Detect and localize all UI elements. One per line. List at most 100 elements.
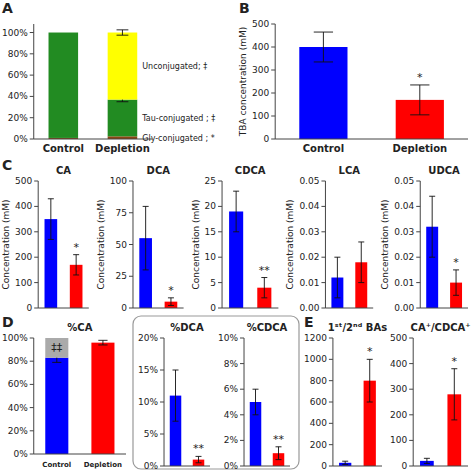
- y-tick: [218, 308, 222, 309]
- error-line: [236, 191, 237, 232]
- y-tick: [34, 231, 38, 232]
- error-cap: [334, 297, 340, 298]
- panel: 0%5%10%15%20%%DCA**: [138, 322, 210, 471]
- error-cap: [451, 368, 457, 369]
- y-tick-label: 0%: [13, 134, 28, 144]
- significance: **: [193, 442, 205, 455]
- error-cap: [48, 239, 54, 240]
- panel: 0.000.010.020.030.040.05LCAConcentration…: [285, 165, 373, 313]
- error-cap: [73, 254, 79, 255]
- y-tick: [409, 389, 413, 390]
- x-tick-label: Depletion: [84, 461, 122, 469]
- error-bar: [358, 242, 364, 283]
- marks: [420, 369, 461, 466]
- error-cap: [98, 344, 107, 345]
- y-tick-label: 500: [390, 333, 407, 343]
- y-tick-label: 400: [390, 359, 407, 369]
- series-label: Tau-conjugated ; ‡: [141, 114, 215, 123]
- y-tick-label: 0.04: [299, 201, 319, 211]
- error-cap: [429, 196, 435, 197]
- y-tick: [416, 257, 420, 258]
- title: CA: [56, 165, 71, 176]
- y-tick-label: 0: [121, 303, 127, 313]
- y-tick-label: 40%: [8, 91, 28, 101]
- error-bar: [48, 199, 54, 240]
- y-tick-label: 300: [252, 65, 269, 75]
- title: CDCA: [235, 165, 266, 176]
- error-cap: [233, 191, 239, 192]
- error-cap: [168, 297, 174, 298]
- y-tick: [329, 423, 333, 424]
- error-line: [175, 370, 176, 421]
- y-tick: [240, 363, 244, 364]
- x-tick-label: Depletion: [95, 143, 150, 154]
- marks: [49, 30, 138, 139]
- y-tick-label: 0.05: [394, 176, 414, 186]
- y-tick-label: 2%: [224, 435, 239, 445]
- error-cap: [334, 257, 340, 258]
- y-tick: [129, 244, 133, 245]
- y-tick: [129, 181, 133, 182]
- bar: [45, 338, 68, 358]
- error-cap: [342, 461, 348, 462]
- y-tick: [329, 338, 333, 339]
- error-bar: [342, 461, 348, 464]
- y-tick-label: 200: [310, 440, 327, 450]
- title: 1ˢᵗ/2ⁿᵈ BAs: [328, 322, 387, 333]
- y-tick-label: 1000: [304, 354, 327, 364]
- y-label: Concentration (mM): [1, 199, 11, 289]
- error-bar: [196, 456, 202, 462]
- y-tick: [409, 414, 413, 415]
- y-tick-label: 300: [390, 384, 407, 394]
- error-cap: [173, 370, 179, 371]
- y-tick-label: 0%: [144, 461, 159, 471]
- y-tick-label: 25: [116, 271, 127, 281]
- significance: ‡‡: [51, 341, 63, 354]
- error-line: [145, 206, 146, 270]
- error-line: [76, 255, 77, 275]
- panel: 0100200300400500CA⁺/CDCA⁺*: [390, 322, 471, 471]
- error-cap: [367, 402, 373, 403]
- y-tick-label: 0.01: [299, 278, 319, 288]
- background: [0, 0, 474, 472]
- y-tick: [240, 338, 244, 339]
- y-tick-label: 100: [110, 176, 127, 186]
- y-tick-label: 100: [390, 435, 407, 445]
- x-tick-label: Control: [43, 143, 84, 154]
- y-tick-label: 0: [321, 461, 327, 471]
- y-tick: [30, 32, 34, 33]
- y-tick-label: 300: [15, 227, 32, 237]
- y-tick: [129, 308, 133, 309]
- error-bar: [233, 191, 239, 232]
- y-tick: [30, 75, 34, 76]
- panel: 0100200300400500ControlDepletionTBA conc…: [238, 0, 468, 154]
- panel: 0510152025CDCAConcentration (mM)**: [191, 165, 279, 313]
- y-axis: [275, 24, 276, 139]
- y-tick-label: 0.02: [299, 252, 319, 262]
- error-cap: [143, 269, 149, 270]
- y-tick: [321, 282, 325, 283]
- error-cap: [453, 295, 459, 296]
- y-tick-label: 500: [15, 176, 32, 186]
- y-tick-label: 0.03: [299, 227, 319, 237]
- y-tick: [271, 47, 275, 48]
- bar: [49, 33, 79, 138]
- y-tick-label: 0.04: [394, 201, 414, 211]
- title: DCA: [147, 165, 171, 176]
- bar: [49, 32, 79, 33]
- y-tick-label: 600: [310, 397, 327, 407]
- error-bar: [73, 255, 79, 275]
- y-tick-label: 400: [15, 201, 32, 211]
- y-tick-label: 4%: [224, 410, 239, 420]
- y-tick: [329, 444, 333, 445]
- y-tick: [416, 181, 420, 182]
- y-tick: [30, 430, 34, 431]
- y-tick: [240, 414, 244, 415]
- error-bar: [253, 389, 259, 415]
- error-cap: [276, 446, 282, 447]
- marks: [229, 191, 271, 308]
- error-cap: [342, 464, 348, 465]
- error-cap: [233, 231, 239, 232]
- error-cap: [168, 305, 174, 306]
- y-tick: [271, 139, 275, 140]
